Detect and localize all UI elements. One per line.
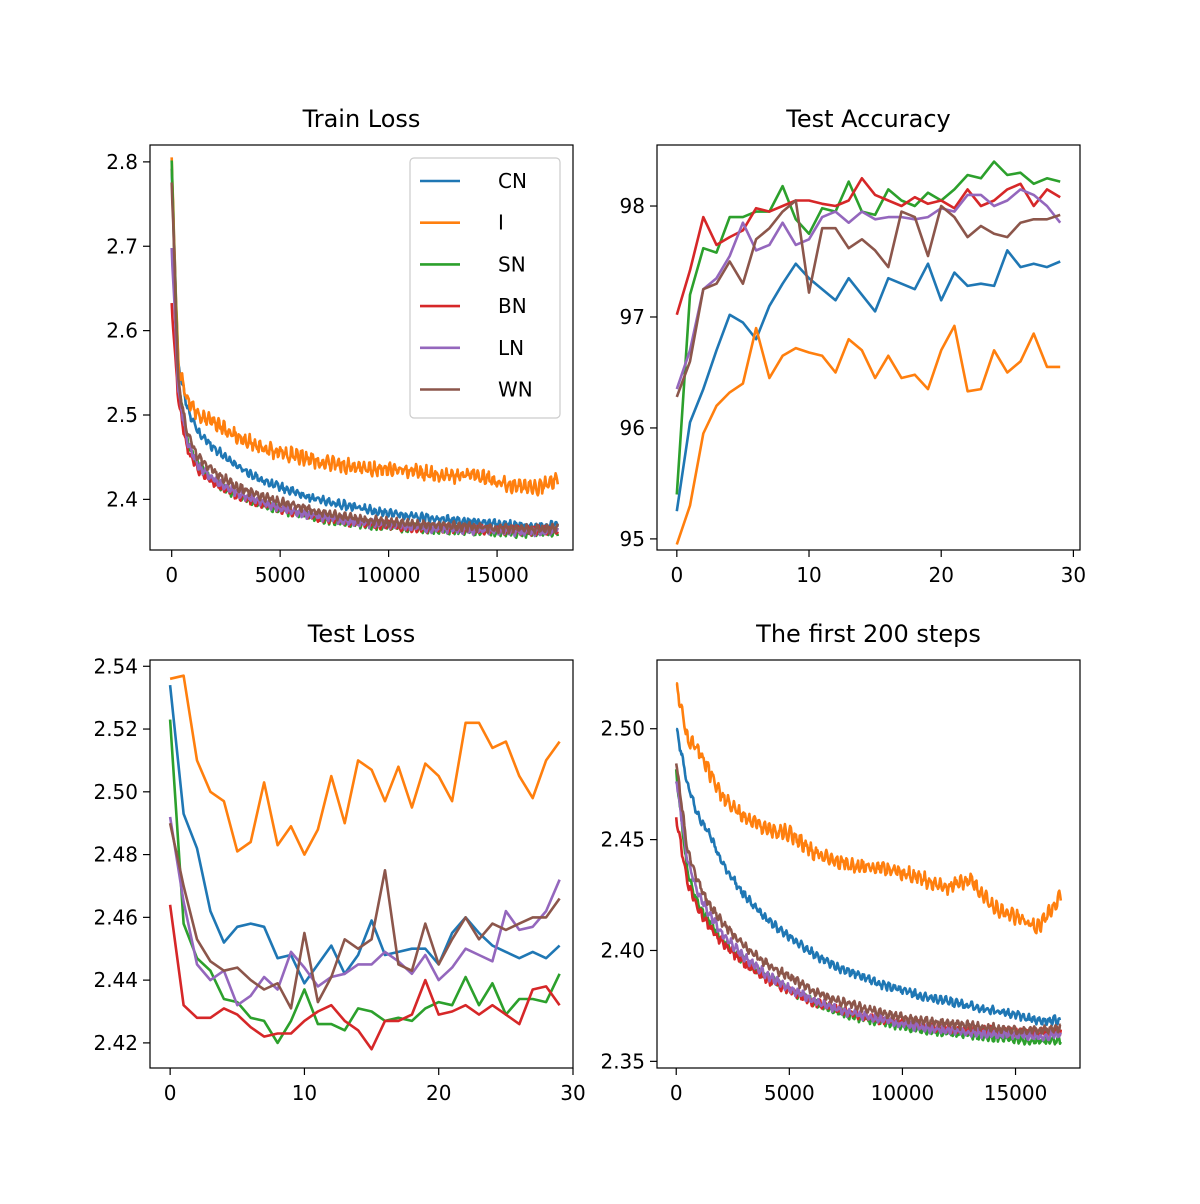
series-line-cn xyxy=(168,684,561,985)
legend: CN I SN BN LN WN xyxy=(409,157,561,419)
chart-title: Test Loss xyxy=(307,620,416,648)
y-tick-label: 98 xyxy=(620,194,645,218)
series-line-cn xyxy=(170,168,560,532)
y-tick-label: 2.44 xyxy=(93,968,138,992)
panel-2: 0 10 20 30 95 96 97 98 Test Accuracy xyxy=(620,105,1087,587)
series-line-cn xyxy=(675,249,1061,512)
legend-label-i: I xyxy=(498,211,504,235)
panel-4: 0 5000 10000 15000 2.35 2.40 2.45 2.50 The first… xyxy=(600,620,1081,1105)
series-line-ln xyxy=(168,816,561,1007)
series-line-wn xyxy=(674,763,1062,1036)
x-tick-label: 30 xyxy=(1061,563,1086,587)
series-line-i xyxy=(675,324,1061,545)
x-tick-label: 30 xyxy=(560,1081,585,1105)
y-tick-label: 2.45 xyxy=(600,828,645,852)
series-line-wn xyxy=(170,182,560,536)
y-tick-label: 97 xyxy=(620,305,645,329)
series-line-ln xyxy=(170,247,560,538)
legend-label-sn: SN xyxy=(498,252,526,276)
legend-label-bn: BN xyxy=(498,294,527,318)
chart-title: The first 200 steps xyxy=(755,620,981,648)
y-tick-label: 2.35 xyxy=(600,1049,645,1073)
y-tick-label: 96 xyxy=(620,416,645,440)
y-tick-label: 2.48 xyxy=(93,843,138,867)
legend-label-ln: LN xyxy=(498,336,524,360)
series-line-wn xyxy=(675,199,1061,398)
series-group xyxy=(675,160,1062,545)
series-line-ln xyxy=(674,781,1062,1042)
x-tick-label: 10 xyxy=(796,563,821,587)
x-tick-label: 0 xyxy=(670,563,683,587)
series-line-i xyxy=(170,157,560,497)
panel-3: 0 10 20 30 2.42 2.44 2.46 2.48 2.50 2.52 2.54 Test … xyxy=(93,620,585,1105)
series-line-bn xyxy=(168,904,561,1051)
series-line-ln xyxy=(675,188,1062,390)
series-group xyxy=(168,674,561,1051)
series-group xyxy=(170,157,560,539)
series-group xyxy=(674,682,1063,1046)
axes-frame xyxy=(656,144,1081,551)
x-tick-label: 0 xyxy=(670,1081,683,1105)
x-tick-label: 20 xyxy=(426,1081,451,1105)
y-tick-label: 2.8 xyxy=(106,150,138,174)
y-tick-label: 2.42 xyxy=(93,1031,138,1055)
x-tick-label: 0 xyxy=(164,1081,177,1105)
x-tick-label: 15000 xyxy=(465,563,529,587)
y-tick-label: 2.6 xyxy=(106,319,138,343)
y-tick-label: 2.5 xyxy=(106,403,138,427)
y-tick-label: 2.52 xyxy=(93,717,138,741)
x-tick-label: 10000 xyxy=(357,563,421,587)
y-tick-label: 2.46 xyxy=(93,905,138,929)
series-line-sn xyxy=(675,160,1061,495)
x-tick-label: 20 xyxy=(928,563,953,587)
y-tick-label: 2.54 xyxy=(93,654,138,678)
legend-label-wn: WN xyxy=(498,378,533,402)
y-tick-label: 95 xyxy=(620,527,645,551)
panel-1: 0 5000 10000 15000 2.4 2.5 2.6 2.7 2.8 Train Loss… xyxy=(106,105,574,587)
y-tick-label: 2.50 xyxy=(600,717,645,741)
x-tick-label: 5000 xyxy=(255,563,306,587)
axes-frame xyxy=(149,659,574,1069)
series-line-cn xyxy=(675,727,1062,1027)
x-tick-label: 10000 xyxy=(871,1081,935,1105)
chart-title: Train Loss xyxy=(302,105,421,133)
x-tick-label: 15000 xyxy=(984,1081,1048,1105)
x-tick-label: 0 xyxy=(165,563,178,587)
x-tick-label: 5000 xyxy=(764,1081,815,1105)
y-tick-label: 2.40 xyxy=(600,938,645,962)
y-tick-label: 2.50 xyxy=(93,780,138,804)
chart-title: Test Accuracy xyxy=(785,105,950,133)
legend-label-cn: CN xyxy=(498,169,527,193)
axes-frame xyxy=(656,659,1081,1069)
series-line-i xyxy=(675,682,1063,935)
y-tick-label: 2.4 xyxy=(106,487,138,511)
legend-box xyxy=(409,157,561,419)
x-tick-label: 10 xyxy=(292,1081,317,1105)
series-line-i xyxy=(169,674,561,856)
series-line-wn xyxy=(168,822,561,1010)
y-tick-label: 2.7 xyxy=(106,234,138,258)
axes-frame xyxy=(149,144,574,551)
